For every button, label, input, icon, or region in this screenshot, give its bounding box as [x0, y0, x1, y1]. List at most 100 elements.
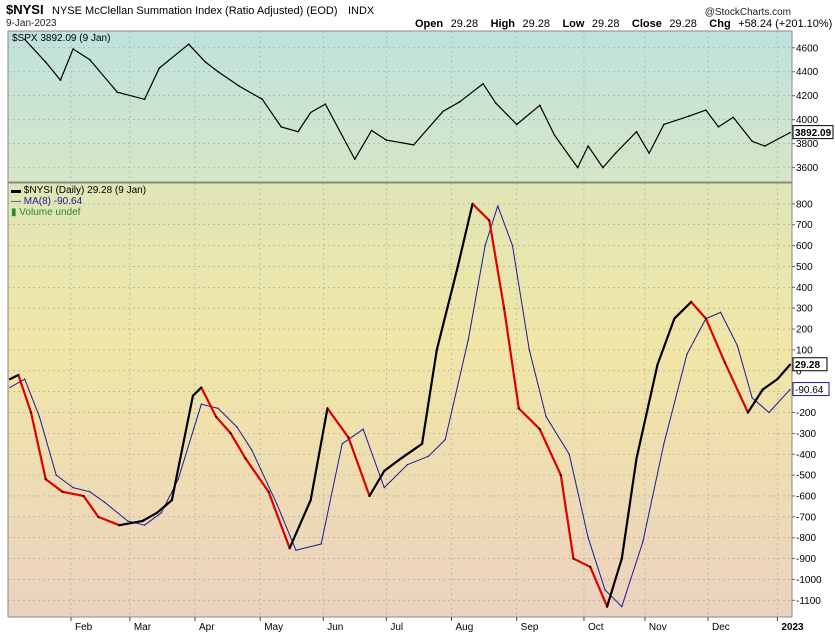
nysi-point	[17, 373, 20, 376]
nysi-point	[456, 265, 459, 268]
nysi-segment-up	[156, 499, 173, 514]
ma-point	[143, 524, 146, 526]
spx-point	[72, 48, 74, 50]
spx-point	[539, 104, 541, 107]
nysi-point	[673, 317, 676, 320]
nysi-segment-down	[723, 361, 750, 414]
y-tick-label: -600	[796, 491, 816, 502]
nysi-point	[776, 378, 779, 381]
spx-point	[23, 38, 26, 41]
nysi-point	[309, 499, 312, 502]
nysi-point	[200, 386, 203, 389]
nysi-point	[635, 457, 638, 460]
high-value: 29.28	[522, 18, 550, 30]
x-tick-label: Mar	[134, 622, 152, 633]
spx-panel-background	[8, 31, 792, 182]
spx-point	[459, 100, 461, 103]
nysi-point	[589, 565, 592, 568]
spx-point	[297, 130, 299, 133]
ma-point	[362, 428, 364, 430]
spx-point	[751, 140, 753, 143]
nysi-segment-up	[620, 457, 638, 560]
ma-point	[9, 386, 11, 389]
nysi-point	[620, 557, 623, 560]
nysi-segment-down	[690, 300, 708, 320]
nysi-point	[141, 520, 144, 523]
spx-point	[412, 144, 415, 146]
nysi-point	[9, 378, 11, 381]
y-tick-label: 400	[796, 283, 813, 294]
x-tick-label: Aug	[456, 622, 474, 633]
nysi-point	[326, 407, 329, 410]
spx-point	[217, 70, 219, 73]
x-tick-label: 2023	[781, 622, 804, 633]
nysi-point	[170, 499, 173, 502]
nysi-legend-volume-text: Volume undef	[19, 207, 80, 218]
y-tick-label: 700	[796, 220, 813, 231]
spx-point	[648, 152, 650, 155]
spx-point	[116, 91, 119, 93]
y-tick-label: -300	[796, 429, 816, 440]
chart-header: $NYSI NYSE McClellan Summation Index (Ra…	[6, 2, 832, 30]
nysi-segment-up	[635, 363, 659, 460]
spx-point	[705, 109, 707, 111]
x-tick-label: Sep	[521, 622, 539, 633]
y-tick-label: 600	[796, 241, 813, 252]
spx-point	[59, 79, 62, 81]
nysi-segment-down	[267, 490, 291, 550]
nysi-point	[267, 490, 270, 493]
spx-point	[309, 111, 312, 114]
nysi-point	[471, 202, 474, 205]
spx-point	[553, 134, 556, 137]
spx-point	[688, 115, 690, 117]
nysi-segment-up	[191, 386, 203, 397]
spx-line	[24, 38, 791, 169]
spx-point	[385, 139, 388, 141]
ma-last-value: -90.64	[795, 385, 824, 396]
ma-point	[587, 537, 589, 539]
nysi-segment-down	[29, 411, 47, 481]
ma-point	[276, 503, 278, 506]
y-tick-label: 4600	[796, 43, 819, 54]
nysi-point	[44, 478, 47, 481]
ma-last-value-tag: -90.64	[792, 382, 830, 397]
ma-point	[341, 443, 343, 445]
nysi-segment-up	[456, 202, 474, 268]
nysi-legend-volume: ▮ Volume undef	[11, 207, 81, 218]
x-tick-label: Apr	[199, 622, 215, 633]
x-tick-label: Nov	[649, 622, 667, 633]
nysi-point	[229, 432, 232, 435]
nysi-point	[61, 490, 64, 493]
nysi-point	[156, 511, 159, 514]
ma-point	[217, 407, 219, 410]
ma-point	[497, 205, 499, 207]
x-tick-label: May	[264, 622, 283, 633]
header-date: 9-Jan-2023	[6, 18, 57, 29]
nysi-segment-down	[517, 407, 541, 431]
spx-last-value-tag: 3892.09	[792, 125, 834, 140]
nysi-segment-up	[673, 300, 693, 320]
ma-point	[736, 345, 739, 347]
close-label: Close	[632, 18, 662, 30]
nysi-point	[244, 457, 247, 460]
nysi-point	[288, 547, 291, 550]
x-tick-label: Dec	[712, 622, 730, 633]
nysi-segment-up	[399, 442, 424, 460]
spx-point	[663, 123, 665, 126]
nysi-segment-up	[288, 499, 312, 550]
y-tick-label: 0	[796, 366, 802, 377]
ma-point	[383, 486, 385, 489]
high-label: High	[491, 18, 516, 30]
nysi-segment-down	[502, 307, 520, 410]
ma-point	[642, 541, 644, 543]
nysi-last-value-tag: 29.28	[792, 357, 828, 372]
nysi-segment-down	[44, 478, 64, 493]
spx-y-axis: 3600 3800 4000 4200 4400 4600	[792, 43, 819, 174]
ma-point	[545, 415, 547, 418]
nysi-segment-down	[326, 407, 350, 439]
ma-point	[127, 520, 129, 522]
ma-point	[719, 311, 722, 314]
nysi-segment-up	[420, 348, 438, 445]
nysi-point	[421, 442, 424, 445]
nysi-last-value-box	[792, 357, 828, 372]
